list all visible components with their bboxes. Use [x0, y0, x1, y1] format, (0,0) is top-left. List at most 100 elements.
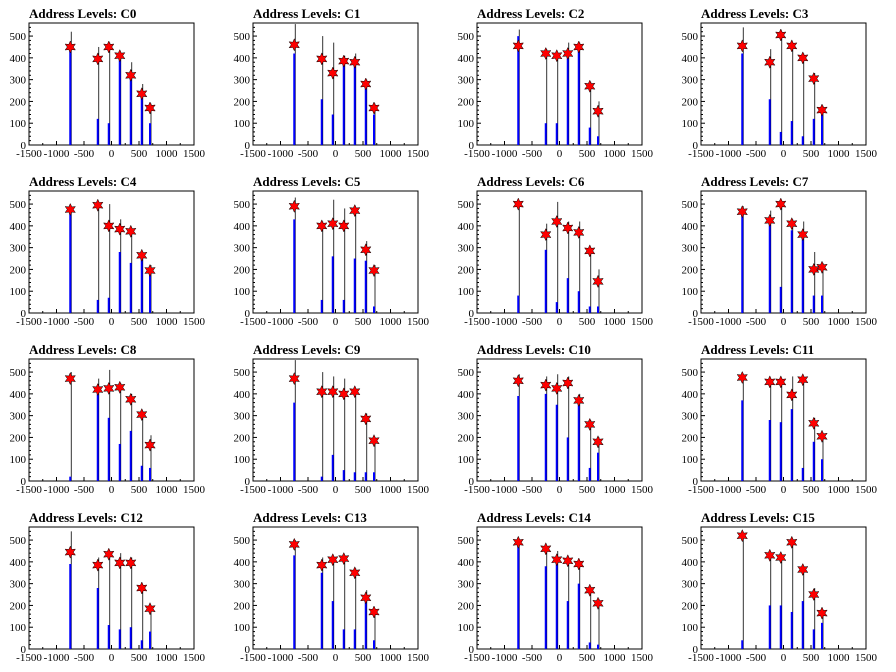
data-marker: [64, 202, 76, 217]
y-tick-label: 400: [10, 53, 27, 65]
data-marker: [368, 101, 380, 115]
y-tick-label: 100: [10, 286, 27, 298]
data-marker: [775, 28, 787, 42]
data-marker: [584, 79, 596, 93]
y-tick-label: 100: [458, 622, 475, 634]
y-tick-label: 0: [469, 644, 475, 656]
plot-frame: [28, 358, 195, 482]
data-marker: [92, 558, 104, 572]
data-marker: [64, 40, 76, 54]
panel-title: Address Levels: C14: [477, 510, 591, 525]
x-tick-label: 1500: [855, 316, 878, 328]
data-marker: [349, 566, 361, 580]
x-tick-label: 1000: [380, 484, 403, 496]
panel-12: Address Levels: C12 0 100 200 300 400 500 -1500…: [10, 510, 206, 664]
plot-frame: [476, 190, 643, 314]
x-tick-label: 500: [579, 484, 596, 496]
plot-frame: [28, 526, 195, 650]
data-marker: [584, 417, 596, 432]
x-tick-label: 0: [557, 652, 563, 664]
data-marker: [551, 49, 563, 63]
y-tick-label: 300: [10, 75, 27, 87]
x-tick-label: -1000: [716, 484, 742, 496]
data-marker: [512, 535, 524, 549]
x-tick-label: 0: [109, 148, 115, 160]
x-tick-label: 500: [579, 316, 596, 328]
data-marker: [144, 263, 156, 278]
data-marker: [551, 553, 563, 567]
y-tick-label: 300: [458, 411, 475, 423]
y-tick-label: 400: [682, 389, 699, 401]
y-tick-label: 200: [234, 432, 251, 444]
x-tick-label: 0: [333, 484, 339, 496]
x-tick-label: 500: [803, 652, 820, 664]
data-marker: [786, 535, 798, 549]
y-tick-label: 200: [10, 432, 27, 444]
y-tick-label: 0: [21, 308, 27, 320]
x-tick-label: -1500: [240, 148, 266, 160]
y-tick-label: 200: [682, 600, 699, 612]
y-tick-label: 100: [682, 622, 699, 634]
y-tick-label: 100: [234, 118, 251, 130]
data-marker: [316, 219, 328, 233]
y-tick-label: 500: [10, 199, 27, 211]
x-tick-label: -500: [746, 652, 767, 664]
data-marker: [764, 548, 776, 562]
panel-title: Address Levels: C11: [701, 342, 814, 357]
data-marker: [816, 103, 828, 117]
data-marker: [360, 591, 372, 605]
y-tick-label: 0: [469, 476, 475, 488]
data-marker: [786, 388, 798, 402]
x-tick-label: -1500: [240, 652, 266, 664]
x-tick-label: 500: [131, 484, 148, 496]
data-marker: [338, 219, 350, 233]
data-marker: [316, 52, 328, 66]
x-tick-label: 1500: [183, 484, 206, 496]
y-tick-label: 500: [10, 31, 27, 43]
y-tick-label: 0: [693, 644, 699, 656]
panel-10: Address Levels: C10 0 100 200 300 400 500 -1500…: [458, 342, 654, 496]
data-marker: [584, 583, 596, 597]
y-tick-label: 100: [10, 118, 27, 130]
y-tick-label: 400: [458, 557, 475, 569]
y-tick-label: 0: [21, 140, 27, 152]
data-marker: [551, 214, 563, 229]
y-tick-label: 500: [234, 367, 251, 379]
y-tick-label: 200: [234, 264, 251, 276]
panel-title: Address Levels: C9: [253, 342, 361, 357]
y-tick-label: 0: [693, 140, 699, 152]
data-marker: [144, 438, 156, 452]
y-tick-label: 0: [693, 476, 699, 488]
x-tick-label: 1500: [183, 652, 206, 664]
y-tick-label: 300: [682, 411, 699, 423]
y-tick-label: 400: [10, 389, 27, 401]
y-tick-label: 300: [234, 75, 251, 87]
panel-title: Address Levels: C3: [701, 6, 809, 21]
plot-frame: [700, 22, 867, 146]
data-marker: [816, 606, 828, 620]
x-tick-label: -1500: [16, 484, 42, 496]
y-tick-label: 200: [682, 264, 699, 276]
y-tick-label: 300: [682, 75, 699, 87]
x-tick-label: 500: [131, 652, 148, 664]
y-tick-label: 0: [21, 476, 27, 488]
x-tick-label: 500: [355, 316, 372, 328]
y-tick-label: 300: [458, 75, 475, 87]
data-marker: [592, 104, 604, 118]
data-marker: [584, 244, 596, 258]
x-tick-label: 1500: [855, 484, 878, 496]
y-tick-label: 300: [458, 579, 475, 591]
panel-0: Address Levels: C00100200300400500-1500-…: [10, 6, 206, 160]
x-tick-label: 1500: [855, 652, 878, 664]
data-marker: [338, 54, 350, 68]
y-tick-label: 500: [458, 367, 475, 379]
x-tick-label: -500: [298, 484, 319, 496]
data-marker: [103, 547, 115, 561]
data-marker: [103, 219, 115, 233]
x-tick-label: -1000: [492, 148, 518, 160]
x-tick-label: 500: [803, 316, 820, 328]
x-tick-label: 1000: [828, 484, 851, 496]
y-tick-label: 100: [458, 454, 475, 466]
x-tick-label: 1000: [604, 652, 627, 664]
data-marker: [349, 385, 361, 399]
